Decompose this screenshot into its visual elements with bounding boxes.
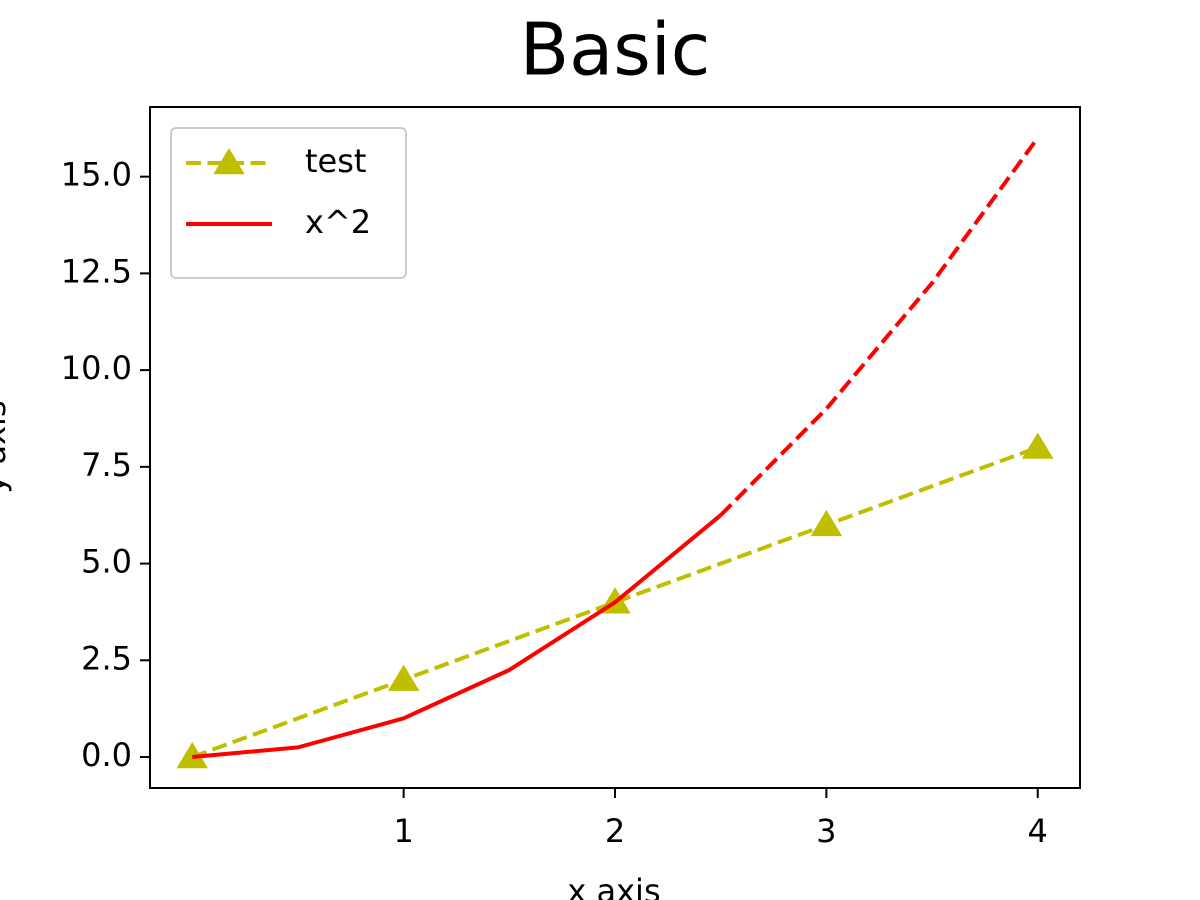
x-tick-label: 1 <box>393 812 413 850</box>
series-line <box>192 513 722 760</box>
legend-label: x^2 <box>305 203 371 241</box>
chart-title: Basic <box>520 8 711 92</box>
x-tick-label: 4 <box>1028 812 1048 850</box>
y-tick-label: 5.0 <box>81 543 132 581</box>
y-tick-label: 15.0 <box>61 156 132 194</box>
x-tick-label: 3 <box>816 812 836 850</box>
marker <box>810 509 843 537</box>
y-tick-label: 10.0 <box>61 349 132 387</box>
y-tick-label: 7.5 <box>81 446 132 484</box>
y-tick-label: 0.0 <box>81 736 132 774</box>
x-axis-label: x axis <box>567 872 660 900</box>
legend-label: test <box>305 142 366 180</box>
y-tick-label: 2.5 <box>81 639 132 677</box>
y-axis-label: y axis <box>0 400 13 493</box>
marker <box>1021 432 1054 459</box>
marker <box>387 664 420 691</box>
y-tick-label: 12.5 <box>61 252 132 290</box>
x-tick-label: 2 <box>605 812 625 850</box>
plot-frame <box>149 106 1081 789</box>
legend-marker <box>213 148 245 175</box>
series-line <box>719 136 1040 517</box>
